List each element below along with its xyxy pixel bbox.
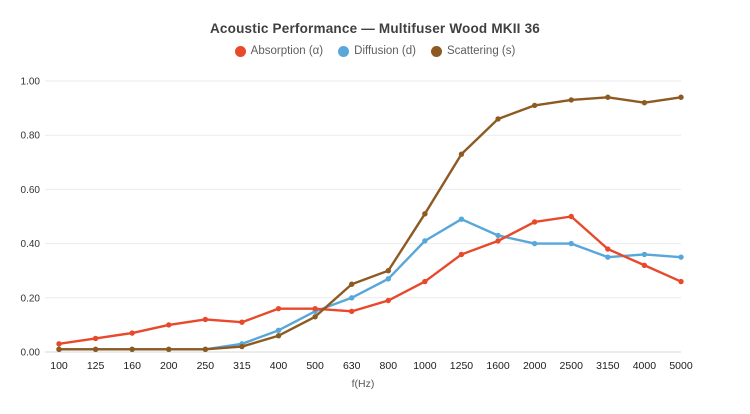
- y-axis-tick-label: 1.00: [21, 77, 41, 88]
- x-axis-tick-label: 125: [87, 360, 105, 372]
- data-point-scattering: [678, 94, 684, 100]
- y-axis-tick-label: 0.80: [21, 131, 41, 142]
- data-point-diffusion: [531, 240, 538, 247]
- legend-item-diffusion[interactable]: Diffusion (d): [338, 45, 416, 57]
- data-point-absorption: [495, 238, 501, 244]
- data-point-absorption: [678, 278, 684, 285]
- data-point-scattering: [641, 99, 648, 106]
- y-axis-tick-label: 0.60: [21, 185, 41, 196]
- x-axis-tick-label: 800: [380, 360, 398, 372]
- legend-swatch-icon: [338, 45, 350, 57]
- data-point-diffusion: [605, 254, 611, 260]
- data-point-absorption: [129, 330, 135, 336]
- data-point-absorption: [275, 305, 282, 312]
- data-point-scattering: [92, 346, 99, 352]
- data-point-absorption: [458, 251, 465, 258]
- x-axis-tick-label: 630: [343, 360, 361, 372]
- x-axis-tick-label: 250: [197, 360, 215, 372]
- chart-title: Acoustic Performance — Multifuser Wood M…: [209, 21, 540, 36]
- data-point-absorption: [385, 297, 391, 304]
- data-point-diffusion: [385, 276, 391, 282]
- data-point-scattering: [239, 343, 245, 350]
- data-point-absorption: [422, 278, 428, 285]
- series-line-scattering: [57, 96, 683, 351]
- y-axis-tick-label: 0.00: [21, 348, 41, 359]
- x-axis-tick-label: 1250: [450, 360, 474, 372]
- x-axis-tick-label: 1000: [413, 360, 437, 372]
- data-point-diffusion: [678, 254, 684, 260]
- data-point-scattering: [129, 346, 135, 352]
- data-point-diffusion: [422, 238, 428, 244]
- y-axis-tick-label: 0.20: [21, 293, 41, 304]
- data-point-diffusion: [568, 240, 574, 247]
- data-point-scattering: [495, 116, 501, 122]
- data-point-absorption: [349, 308, 355, 315]
- x-axis-tick-label: 500: [306, 360, 324, 372]
- data-point-scattering: [349, 281, 355, 287]
- legend-label: Diffusion (d): [354, 45, 416, 57]
- legend-item-absorption[interactable]: Absorption (α): [234, 45, 324, 57]
- legend-item-scattering[interactable]: Scattering (s): [430, 45, 516, 57]
- data-point-scattering: [312, 314, 318, 320]
- data-point-absorption: [531, 219, 538, 225]
- data-point-absorption: [56, 341, 62, 347]
- data-point-diffusion: [641, 251, 648, 258]
- data-point-absorption: [202, 316, 209, 323]
- x-axis-tick-label: 4000: [633, 360, 657, 372]
- data-point-scattering: [605, 94, 611, 100]
- chart-legend: Absorption (α) Diffusion (d) Scattering (s…: [0, 45, 750, 57]
- data-point-diffusion: [275, 327, 282, 334]
- data-point-scattering: [166, 346, 172, 352]
- x-axis-tick-label: 100: [50, 360, 68, 372]
- x-axis-tick-label: 1600: [486, 360, 510, 372]
- x-axis-title: f(Hz): [352, 378, 375, 390]
- y-axis-tick-label: 0.40: [21, 239, 41, 250]
- data-point-absorption: [568, 213, 574, 220]
- data-point-scattering: [458, 151, 465, 157]
- data-point-scattering: [56, 346, 62, 352]
- x-axis-tick-label: 400: [270, 360, 288, 372]
- series-line-absorption: [57, 215, 683, 346]
- x-axis-tick-label: 2500: [560, 360, 584, 372]
- legend-swatch-icon: [430, 45, 442, 57]
- data-point-absorption: [92, 335, 99, 342]
- x-axis-tick-label: 160: [123, 360, 141, 372]
- data-point-diffusion: [495, 232, 501, 239]
- data-point-scattering: [422, 211, 428, 217]
- data-point-diffusion: [458, 216, 465, 222]
- x-axis-tick-label: 2000: [523, 360, 547, 372]
- data-point-scattering: [385, 268, 391, 274]
- legend-label: Scattering (s): [446, 45, 516, 57]
- data-point-scattering: [531, 102, 538, 109]
- data-point-scattering: [202, 346, 209, 352]
- data-point-diffusion: [349, 295, 355, 301]
- data-point-absorption: [166, 322, 172, 328]
- data-point-absorption: [641, 262, 648, 268]
- legend-swatch-icon: [234, 45, 246, 57]
- x-axis-tick-label: 3150: [596, 360, 620, 372]
- data-point-absorption: [312, 305, 318, 312]
- data-point-scattering: [275, 333, 282, 339]
- data-point-absorption: [605, 246, 611, 252]
- x-axis-tick-label: 5000: [669, 360, 693, 372]
- data-point-absorption: [239, 319, 245, 325]
- legend-label: Absorption (α): [250, 45, 324, 57]
- data-point-scattering: [568, 97, 574, 103]
- x-axis-tick-label: 315: [233, 360, 251, 372]
- x-axis-tick-label: 200: [160, 360, 178, 372]
